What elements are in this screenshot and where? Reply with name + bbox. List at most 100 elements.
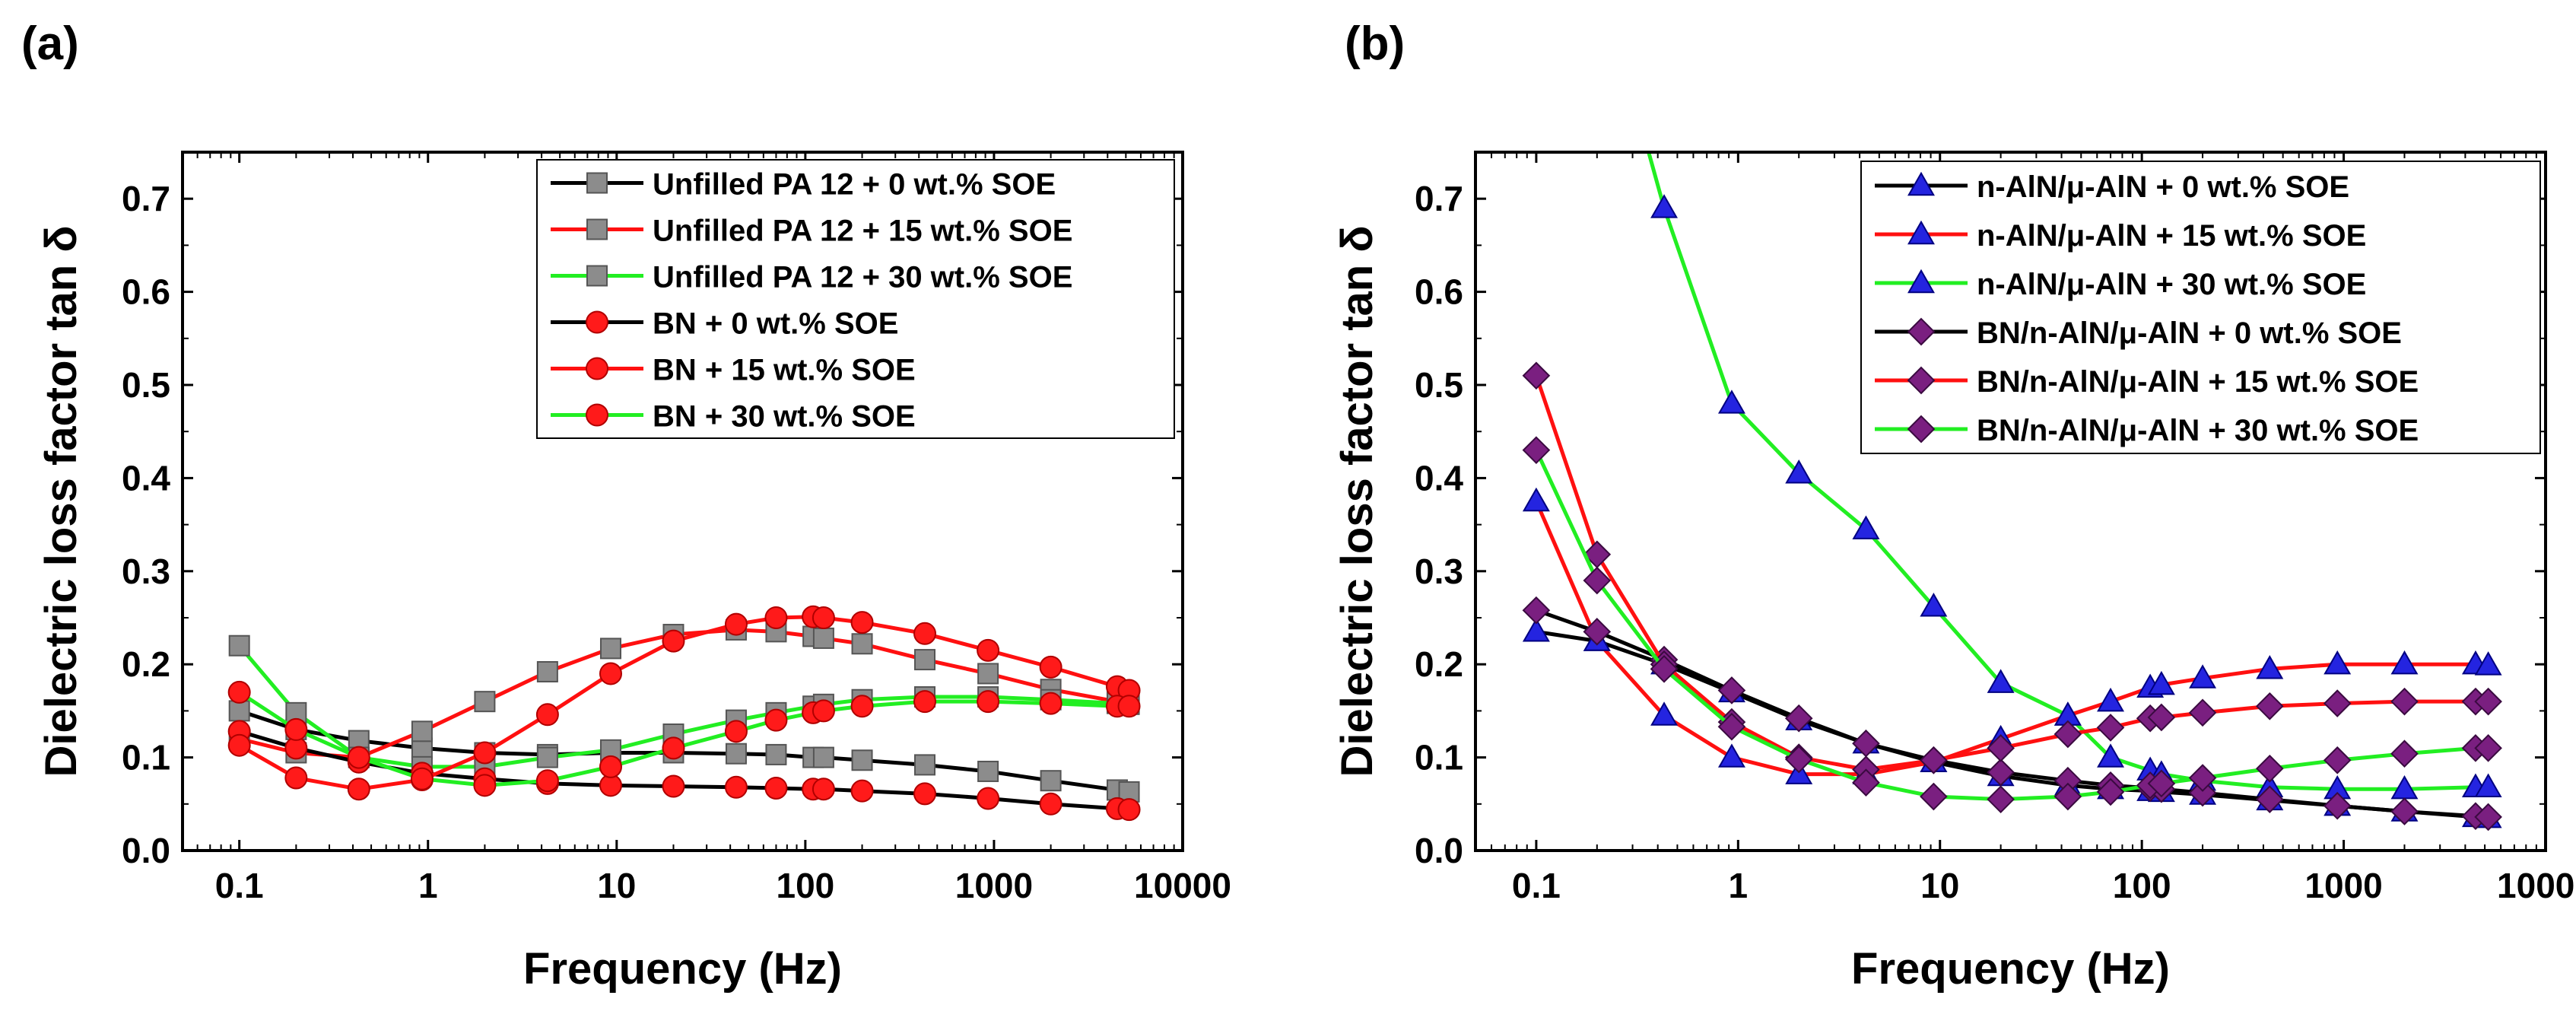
chart-a-data-point [1117,798,1141,822]
chart-b-data-point [2053,720,2082,749]
chart-a-data-point [227,680,251,704]
chart-a-data-point [913,782,937,806]
chart-b-data-point [1717,743,1745,768]
chart-a-legend-marker [586,218,608,240]
chart-b-data-point [1650,194,1679,218]
chart-b-data-point [1784,745,1813,774]
chart-a-legend-label: Unfilled PA 12 + 0 wt.% SOE [653,168,1056,202]
chart-a-data-point [228,634,250,657]
chart-a-ytick-label: 0.4 [122,458,170,498]
chart-a-xtick-label: 0.1 [215,866,264,905]
chart-a-x-axis-label: Frequency (Hz) [523,944,842,994]
chart-a-data-point [347,746,370,769]
chart-a-data-point [977,787,1000,810]
chart-a-data-point [1040,770,1062,792]
chart-a-legend-box [536,159,1175,439]
chart-a-data-point [764,708,788,732]
chart-a-data-point [599,662,622,685]
chart-b-legend-label: BN/n-AlN/μ-AlN + 15 wt.% SOE [1977,365,2419,399]
chart-a-legend-label: BN + 30 wt.% SOE [653,400,916,434]
chart-a-data-point [764,776,788,800]
panel-label-a: (a) [21,17,79,70]
chart-a-data-point [474,691,496,713]
chart-a-data-point [1039,692,1062,715]
chart-b-data-point [1522,436,1551,464]
chart-b-data-point [1852,515,1880,539]
chart-a-ytick-label: 0.5 [122,365,170,405]
chart-a-xtick-label: 10000 [1134,866,1231,905]
chart-a-data-point [851,633,873,655]
chart-a-data-point [977,690,1000,714]
chart-a-data-point [599,755,622,778]
chart-a-legend: Unfilled PA 12 + 0 wt.% SOE Unfilled PA 1… [536,159,1175,439]
chart-b-ytick-label: 0.2 [1415,644,1463,684]
chart-a-xtick-label: 100 [776,866,834,905]
chart-a-plot-frame [181,151,1184,852]
chart-a-ytick-label: 0.7 [122,179,170,218]
chart-b-legend-label: n-AlN/μ-AlN + 0 wt.% SOE [1977,170,2349,204]
chart-b-data-point [2097,687,2125,712]
chart-b-data-point [2474,803,2502,832]
chart-a-legend-marker [586,172,608,194]
chart-b-data-point [2390,739,2419,768]
chart-a: 0.0 0.1 0.2 0.3 0.4 0.5 0.6 0.7 0.1 1 10 100 1000 100… [37,151,1231,994]
chart-a-legend-label: Unfilled PA 12 + 30 wt.% SOE [653,261,1072,294]
chart-a-xtick-label: 1 [418,866,438,905]
chart-a-data-point [977,760,999,782]
chart-a-ytick-label: 0.0 [122,831,170,870]
chart-b-ytick-label: 0.0 [1415,831,1463,870]
chart-a-legend-label: BN + 15 wt.% SOE [653,354,916,387]
chart-a-data-point [411,720,433,743]
chart-b-ytick-label: 0.4 [1415,458,1463,498]
chart-b-data-point [1650,655,1679,683]
chart-b-data-point [2323,746,2352,774]
chart-a-data-point [913,690,937,714]
chart-b-data-point [2256,655,2284,679]
chart-a-data-point [662,736,685,760]
chart-b-series-line [1647,152,2489,791]
chart-b-data-point [1852,768,1880,797]
chart-b-legend: n-AlN/μ-AlN + 0 wt.% SOE n-AlN/μ-AlN + 15… [1860,161,2541,454]
chart-b-data-point [1522,487,1550,512]
chart-b-data-point [1583,618,1612,646]
chart-b-data-point [1785,460,1813,484]
chart-a-data-point [977,638,1000,662]
chart-a-data-point [850,611,874,634]
chart-b-data-point [2255,692,2284,720]
chart-a-data-point [850,779,874,803]
chart-a-legend-label: BN + 0 wt.% SOE [653,307,898,341]
chart-b-legend-label: BN/n-AlN/μ-AlN + 30 wt.% SOE [1977,414,2419,447]
chart-a-data-point [914,649,936,671]
chart-a-data-point [724,720,748,743]
chart-a-xtick-label: 10 [597,866,636,905]
chart-a-data-point [724,775,748,799]
chart-a-series-bn-15-wt-soe [227,605,1141,801]
chart-b-data-point [1987,734,2015,762]
panel-label-b: (b) [1345,17,1406,70]
chart-b-legend-marker [1907,415,1936,444]
chart-b-legend-label: BN/n-AlN/μ-AlN + 0 wt.% SOE [1977,316,2402,350]
chart-b-ytick-label: 0.3 [1415,552,1463,591]
chart-b-ytick-label: 0.7 [1415,179,1463,218]
chart-a-data-point [410,767,434,790]
chart-a-data-point [765,743,787,765]
chart-b-data-point [2474,773,2502,797]
chart-b-legend-label: n-AlN/μ-AlN + 15 wt.% SOE [1977,219,2366,253]
chart-b-data-point [2147,670,2175,695]
chart-b-xtick-label: 10000 [2497,866,2576,905]
chart-b-data-point [2188,698,2217,727]
chart-b-legend-marker [1907,220,1935,245]
chart-b-data-point [1920,746,1948,774]
chart-a-data-point [473,741,497,765]
chart-a-data-point [535,769,559,793]
chart-b-data-point [1583,566,1612,595]
chart-b-xtick-label: 1000 [2304,866,2382,905]
chart-a-data-point [536,660,558,682]
chart-a-ytick-label: 0.1 [122,738,170,778]
chart-a-data-point [812,778,835,801]
chart-b-data-point [2474,651,2502,676]
chart-b-data-point [2323,689,2352,717]
chart-b-data-point [2147,703,2176,732]
chart-a-data-point [535,703,559,727]
